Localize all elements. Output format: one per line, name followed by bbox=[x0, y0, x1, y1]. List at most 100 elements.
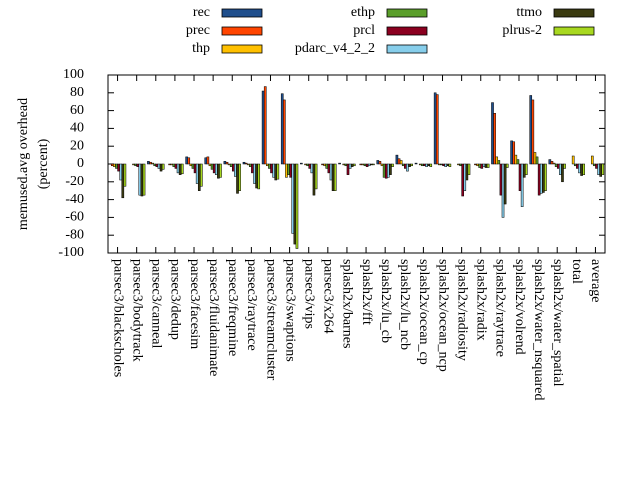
bar bbox=[200, 163, 203, 187]
bar bbox=[140, 163, 144, 197]
bar bbox=[497, 160, 501, 165]
bar bbox=[520, 163, 524, 207]
x-tick-label: parsec3/fluidanimate bbox=[206, 259, 221, 376]
bar bbox=[397, 158, 401, 165]
bar bbox=[285, 163, 288, 178]
bar bbox=[306, 163, 309, 167]
bar bbox=[576, 163, 579, 169]
bar bbox=[429, 163, 433, 167]
bar bbox=[187, 157, 191, 165]
bar bbox=[312, 163, 316, 196]
bar bbox=[149, 161, 152, 165]
bar bbox=[168, 163, 171, 166]
bar bbox=[406, 163, 409, 172]
bar bbox=[121, 163, 125, 199]
legend-swatch bbox=[221, 44, 263, 54]
bar bbox=[365, 163, 369, 167]
bar bbox=[195, 163, 199, 184]
bar bbox=[387, 163, 390, 178]
bar bbox=[147, 161, 150, 165]
bar bbox=[556, 163, 560, 169]
bar bbox=[414, 162, 418, 165]
bar bbox=[493, 113, 496, 165]
bar bbox=[289, 163, 292, 178]
bar bbox=[491, 102, 494, 165]
x-tick-label: splash2x/lu_cb bbox=[378, 259, 393, 343]
bar bbox=[399, 160, 403, 165]
bar bbox=[593, 163, 596, 167]
bar bbox=[206, 156, 210, 165]
bar bbox=[380, 163, 384, 167]
bar bbox=[321, 163, 324, 166]
bar bbox=[578, 163, 581, 174]
x-tick-label: parsec3/vips bbox=[301, 259, 316, 329]
bar bbox=[244, 162, 248, 165]
bar bbox=[522, 163, 526, 178]
y-tick-label: 40 bbox=[70, 121, 84, 136]
bar bbox=[229, 163, 233, 167]
bar bbox=[425, 163, 428, 167]
bar bbox=[353, 163, 356, 167]
legend-label: ethp bbox=[351, 5, 375, 20]
bar bbox=[189, 163, 193, 167]
x-tick-label: parsec3/x264 bbox=[321, 259, 336, 334]
x-tick-label: splash2x/radiosity bbox=[454, 259, 469, 361]
bar bbox=[151, 162, 154, 165]
bar bbox=[170, 163, 174, 166]
bar bbox=[346, 163, 350, 175]
x-tick-label: parsec3/streamcluster bbox=[263, 259, 278, 381]
bar bbox=[378, 161, 382, 165]
bar bbox=[474, 163, 477, 166]
bar bbox=[291, 163, 295, 234]
bar bbox=[438, 163, 441, 166]
bar bbox=[227, 163, 231, 166]
x-tick-label: splash2x/ocean_ncp bbox=[435, 259, 450, 372]
bar bbox=[448, 163, 452, 167]
y-tick-label: 60 bbox=[70, 103, 84, 118]
bar bbox=[268, 163, 271, 169]
bar bbox=[480, 163, 484, 169]
bar bbox=[486, 163, 490, 168]
x-tick-label: parsec3/canneal bbox=[149, 259, 164, 348]
bar bbox=[525, 163, 528, 175]
bar bbox=[134, 163, 137, 167]
bar bbox=[601, 163, 605, 175]
legend-label: plrus-2 bbox=[502, 23, 542, 38]
bar bbox=[461, 163, 464, 197]
bar bbox=[408, 163, 411, 167]
bar bbox=[599, 163, 603, 177]
bar bbox=[395, 154, 399, 165]
bar bbox=[559, 163, 562, 175]
x-tick-label: splash2x/radix bbox=[474, 259, 489, 341]
bar bbox=[516, 159, 520, 165]
bar bbox=[435, 94, 439, 165]
bar bbox=[495, 156, 499, 165]
bar bbox=[180, 163, 184, 175]
bar bbox=[327, 163, 331, 174]
bar bbox=[518, 163, 522, 191]
bar bbox=[505, 163, 509, 168]
bar bbox=[376, 160, 380, 165]
legend-label: rec bbox=[193, 5, 210, 20]
bar bbox=[155, 163, 159, 167]
bar bbox=[300, 162, 303, 165]
bar bbox=[463, 163, 467, 191]
bar bbox=[293, 163, 297, 245]
bar bbox=[344, 163, 348, 167]
bar bbox=[251, 163, 254, 174]
bar bbox=[331, 163, 335, 191]
bar bbox=[242, 161, 246, 165]
bar bbox=[204, 157, 208, 165]
bar bbox=[552, 162, 556, 165]
bar bbox=[561, 163, 564, 183]
bar bbox=[172, 163, 176, 167]
bar bbox=[117, 163, 120, 172]
bar bbox=[246, 163, 250, 166]
bar bbox=[465, 163, 469, 181]
legend-label: thp bbox=[192, 41, 210, 56]
x-tick-label: splash2x/raytrace bbox=[493, 259, 508, 357]
bar bbox=[348, 163, 352, 169]
bar bbox=[554, 163, 558, 167]
bar bbox=[535, 156, 539, 165]
